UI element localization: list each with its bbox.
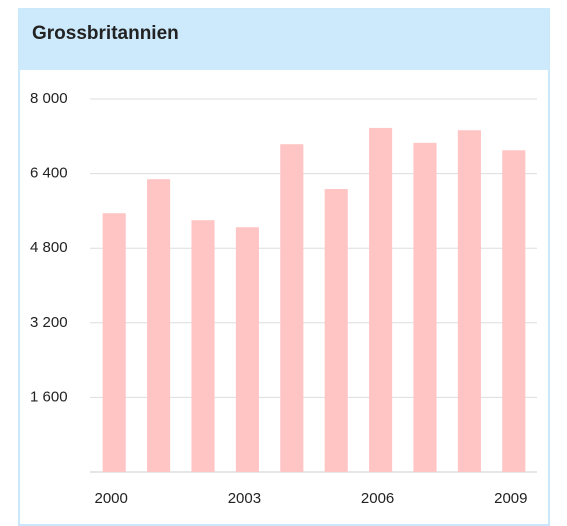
card-header	[19, 9, 549, 70]
bar	[413, 142, 437, 472]
x-tick-label: 2003	[228, 490, 261, 507]
bar	[324, 188, 348, 472]
y-tick-label: 8 000	[30, 90, 68, 107]
chart-title: Grossbritannien	[32, 23, 179, 44]
bar	[369, 127, 393, 472]
bar	[280, 144, 304, 472]
bar	[191, 220, 215, 472]
bar	[502, 150, 526, 472]
y-tick-label: 4 800	[30, 239, 68, 256]
bar	[235, 227, 259, 472]
bar	[102, 213, 126, 472]
x-tick-label: 2009	[494, 490, 527, 507]
x-tick-label: 2006	[361, 490, 394, 507]
bar	[147, 179, 171, 472]
y-tick-label: 6 400	[30, 165, 68, 182]
y-tick-label: 3 200	[30, 314, 68, 331]
bar	[457, 130, 481, 472]
y-tick-label: 1 600	[30, 388, 68, 405]
x-tick-label: 2000	[95, 490, 128, 507]
